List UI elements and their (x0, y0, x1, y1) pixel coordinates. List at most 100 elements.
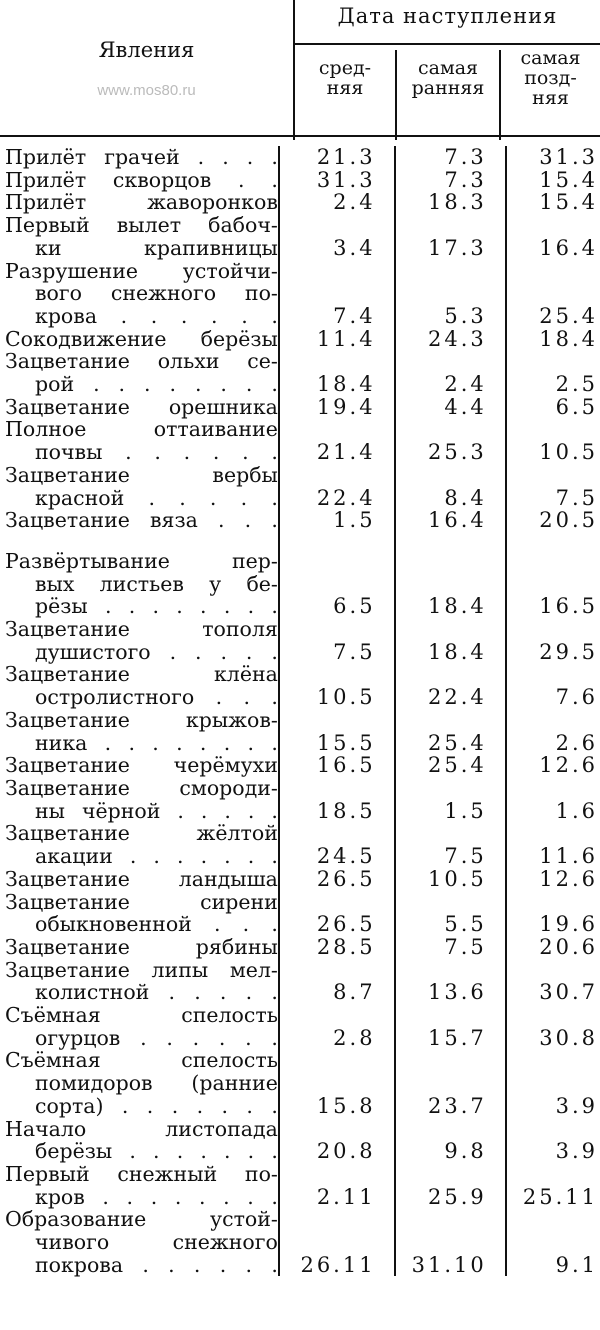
table-row: Развёртывание пер-вых листьев у бе-рёзы … (0, 548, 600, 619)
earliest-date: 4.4 (393, 396, 506, 419)
phenomenon-name: Зацветание сирени обыкновенной . . . (5, 889, 278, 937)
average-date: 1.5 (277, 509, 395, 532)
latest-date: 1.6 (504, 776, 600, 823)
earliest-date: 25.3 (393, 418, 506, 464)
average-date: 21.4 (277, 418, 395, 464)
earliest-date: 9.8 (393, 1117, 506, 1163)
average-date: 26.11 (277, 1208, 395, 1277)
latest-date: 2.5 (504, 350, 600, 396)
column-divider (499, 50, 501, 140)
table-row: Зацветание липы мел-колистной . . . . .8… (0, 957, 600, 1005)
earliest-date: 10.5 (393, 868, 506, 891)
header-latest: самая позд- няя (520, 47, 581, 109)
phenomenon-name: Зацветание липы мел-колистной . . . . . (5, 957, 278, 1005)
phenomenon-name: Зацветание тополя душистого . . . . . (5, 617, 278, 664)
average-date: 26.5 (277, 868, 395, 891)
latest-date: 29.5 (504, 618, 600, 664)
average-date: 7.4 (277, 259, 395, 328)
table-row: Зацветание крыжов-ника . . . . . . . . 15… (0, 707, 600, 755)
average-date: 19.4 (277, 396, 395, 419)
average-date: 31.3 (277, 168, 395, 192)
earliest-date: 25.4 (393, 708, 506, 755)
table-row: Прилёт скворцов . . 31.3 7.3 15.4 (0, 167, 600, 192)
phenomenon-name: Зацветание ольхи се-рой . . . . . . . . (5, 349, 278, 397)
phenomenon-name: Прилёт грачей . . . . (5, 145, 278, 169)
table-row: Образование устой-чивого снежного покрова… (0, 1207, 600, 1277)
earliest-date: 31.10 (393, 1208, 506, 1277)
latest-date: 9.1 (504, 1208, 600, 1277)
earliest-date: 22.4 (393, 663, 506, 709)
phenomenon-name: Развёртывание пер-вых листьев у бе-рёзы … (5, 548, 278, 619)
table-row: Съёмная спелость помидоров (ранние сорта) … (0, 1049, 600, 1118)
earliest-date: 24.3 (393, 327, 506, 351)
earliest-date: 2.4 (393, 350, 506, 396)
phenomenon-name: Зацветание крыжов-ника . . . . . . . . (5, 707, 278, 755)
latest-date: 16.5 (504, 549, 600, 619)
table-row: Первый снежный по-кров . . . . . . . . 2.… (0, 1161, 600, 1209)
phenomenon-name: Образование устой-чивого снежного покрова… (5, 1207, 278, 1277)
header-bottom-rule (0, 135, 600, 137)
table-row: Зацветание орешника 19.4 4.4 6.5 (0, 396, 600, 419)
earliest-date: 17.3 (393, 214, 506, 260)
phenomenon-name: Прилёт скворцов . . (5, 167, 278, 192)
latest-date: 10.5 (504, 418, 600, 464)
latest-date: 20.6 (504, 936, 600, 959)
header-average: сред- няя (318, 57, 372, 99)
average-date: 18.5 (277, 776, 395, 823)
latest-date: 31.3 (504, 146, 600, 169)
earliest-date: 18.4 (393, 549, 506, 619)
average-date: 10.5 (277, 663, 395, 709)
average-date: 24.5 (277, 822, 395, 868)
watermark: www.mos80.ru (97, 82, 196, 99)
phenomenon-name: Зацветание рябины (5, 934, 278, 959)
phenomenon-name: Зацветание клёна остролистного . . . (5, 662, 278, 710)
earliest-date: 23.7 (393, 1049, 506, 1118)
average-date: 2.4 (277, 191, 395, 215)
latest-date: 25.4 (504, 259, 600, 328)
latest-date: 18.4 (504, 327, 600, 351)
phenomenon-name: Съёмная спелость огурцов . . . . . . (5, 1003, 278, 1050)
phenomenon-name: Полное оттаивание почвы . . . . . . (5, 417, 278, 465)
earliest-date: 13.6 (393, 958, 506, 1005)
table-row: Разрушение устойчи-вого снежного по-кров… (0, 259, 600, 328)
phenomenon-name: Первый вылет бабоч-ки крапивницы (5, 213, 278, 260)
phenomenon-name: Зацветание жёлтой акации . . . . . . . (5, 821, 278, 869)
latest-date: 7.5 (504, 463, 600, 510)
table-row: Съёмная спелость огурцов . . . . . . 2.8 15… (0, 1003, 600, 1050)
latest-date: 19.6 (504, 890, 600, 936)
average-date: 21.3 (277, 146, 395, 169)
average-date: 2.8 (277, 1004, 395, 1050)
average-date: 11.4 (277, 327, 395, 351)
earliest-date: 5.3 (393, 259, 506, 328)
latest-date: 12.6 (504, 868, 600, 891)
earliest-date: 25.9 (393, 1162, 506, 1209)
latest-date: 25.11 (504, 1162, 600, 1209)
column-divider (293, 0, 295, 140)
earliest-date: 7.5 (393, 822, 506, 868)
latest-date: 7.6 (504, 663, 600, 709)
earliest-date: 7.5 (393, 936, 506, 959)
latest-date: 3.9 (504, 1117, 600, 1163)
earliest-date: 15.7 (393, 1004, 506, 1050)
row-gap (0, 531, 600, 550)
average-date: 26.5 (277, 890, 395, 936)
header-date-group: Дата наступления (337, 4, 558, 28)
average-date: 7.5 (277, 618, 395, 664)
earliest-date: 1.5 (393, 776, 506, 823)
header-divider (295, 43, 600, 45)
phenomenon-name: Первый снежный по-кров . . . . . . . . (5, 1161, 278, 1209)
earliest-date: 18.3 (393, 191, 506, 215)
column-divider (395, 50, 397, 140)
average-date: 15.8 (277, 1049, 395, 1118)
table-row: Зацветание клёна остролистного . . . 10.5 2… (0, 662, 600, 710)
average-date: 3.4 (277, 214, 395, 260)
table-row: Сокодвижение берёзы 11.4 24.3 18.4 (0, 326, 600, 351)
table-row: Зацветание рябины 28.5 7.5 20.6 (0, 936, 600, 959)
header-phenomena: Явления (98, 38, 195, 62)
table-row: Зацветание ландыша 26.5 10.5 12.6 (0, 868, 600, 891)
phenomenon-name: Зацветание вербы красной . . . . . (5, 462, 278, 510)
table-row: Зацветание сирени обыкновенной . . . 26.5 5… (0, 889, 600, 937)
phenomenon-name: Зацветание вяза . . . (5, 508, 278, 533)
phenomenon-name: Сокодвижение берёзы (5, 326, 278, 351)
phenomenon-name: Прилёт жаворонков (5, 190, 278, 215)
